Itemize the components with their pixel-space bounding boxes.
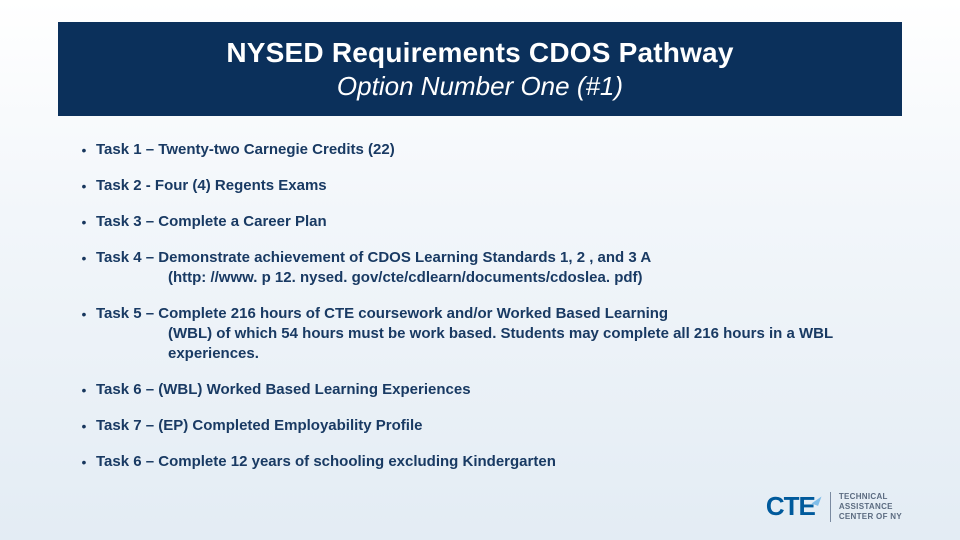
- task-main: Task 7 – (EP) Completed Employability Pr…: [96, 417, 422, 434]
- cte-logo: CTE TECHNICAL ASSISTANCE CENTER OF NY: [766, 491, 902, 522]
- logo-sub: TECHNICAL ASSISTANCE CENTER OF NY: [839, 492, 902, 522]
- logo-main-text: CTE: [766, 491, 815, 522]
- list-item: • Task 6 – Complete 12 years of schoolin…: [72, 452, 888, 472]
- bullet-icon: •: [72, 380, 96, 400]
- title-line2: Option Number One (#1): [337, 71, 623, 102]
- task-text: Task 6 – (WBL) Worked Based Learning Exp…: [96, 380, 471, 400]
- title-line1: NYSED Requirements CDOS Pathway: [226, 37, 733, 69]
- task-text: Task 7 – (EP) Completed Employability Pr…: [96, 416, 422, 436]
- task-text: Task 1 – Twenty-two Carnegie Credits (22…: [96, 140, 395, 160]
- task-main: Task 4 – Demonstrate achievement of CDOS…: [96, 249, 651, 266]
- logo-sub-line: TECHNICAL: [839, 492, 902, 502]
- task-text: Task 5 – Complete 216 hours of CTE cours…: [96, 304, 888, 364]
- logo-divider: [830, 492, 831, 522]
- logo-sub-line: ASSISTANCE: [839, 502, 902, 512]
- task-main: Task 6 – Complete 12 years of schooling …: [96, 453, 556, 470]
- task-main: Task 5 – Complete 216 hours of CTE cours…: [96, 305, 668, 322]
- task-main: Task 2 - Four (4) Regents Exams: [96, 177, 327, 194]
- list-item: • Task 1 – Twenty-two Carnegie Credits (…: [72, 140, 888, 160]
- task-sub: (http: //www. p 12. nysed. gov/cte/cdlea…: [96, 268, 651, 288]
- task-text: Task 4 – Demonstrate achievement of CDOS…: [96, 248, 651, 288]
- bullet-icon: •: [72, 140, 96, 160]
- bullet-icon: •: [72, 176, 96, 196]
- task-sub: (WBL) of which 54 hours must be work bas…: [96, 324, 888, 364]
- task-text: Task 2 - Four (4) Regents Exams: [96, 176, 327, 196]
- bullet-icon: •: [72, 248, 96, 268]
- task-main: Task 6 – (WBL) Worked Based Learning Exp…: [96, 381, 471, 398]
- logo-main: CTE: [766, 491, 822, 522]
- list-item: • Task 7 – (EP) Completed Employability …: [72, 416, 888, 436]
- task-main: Task 3 – Complete a Career Plan: [96, 213, 327, 230]
- bullet-icon: •: [72, 452, 96, 472]
- bullet-icon: •: [72, 212, 96, 232]
- bullet-icon: •: [72, 304, 96, 324]
- list-item: • Task 2 - Four (4) Regents Exams: [72, 176, 888, 196]
- list-item: • Task 5 – Complete 216 hours of CTE cou…: [72, 304, 888, 364]
- list-item: • Task 6 – (WBL) Worked Based Learning E…: [72, 380, 888, 400]
- title-band: NYSED Requirements CDOS Pathway Option N…: [58, 22, 902, 116]
- list-item: • Task 3 – Complete a Career Plan: [72, 212, 888, 232]
- task-text: Task 6 – Complete 12 years of schooling …: [96, 452, 556, 472]
- task-text: Task 3 – Complete a Career Plan: [96, 212, 327, 232]
- logo-sub-line: CENTER OF NY: [839, 512, 902, 522]
- bullet-list: • Task 1 – Twenty-two Carnegie Credits (…: [72, 140, 888, 488]
- bullet-icon: •: [72, 416, 96, 436]
- list-item: • Task 4 – Demonstrate achievement of CD…: [72, 248, 888, 288]
- task-main: Task 1 – Twenty-two Carnegie Credits (22…: [96, 141, 395, 158]
